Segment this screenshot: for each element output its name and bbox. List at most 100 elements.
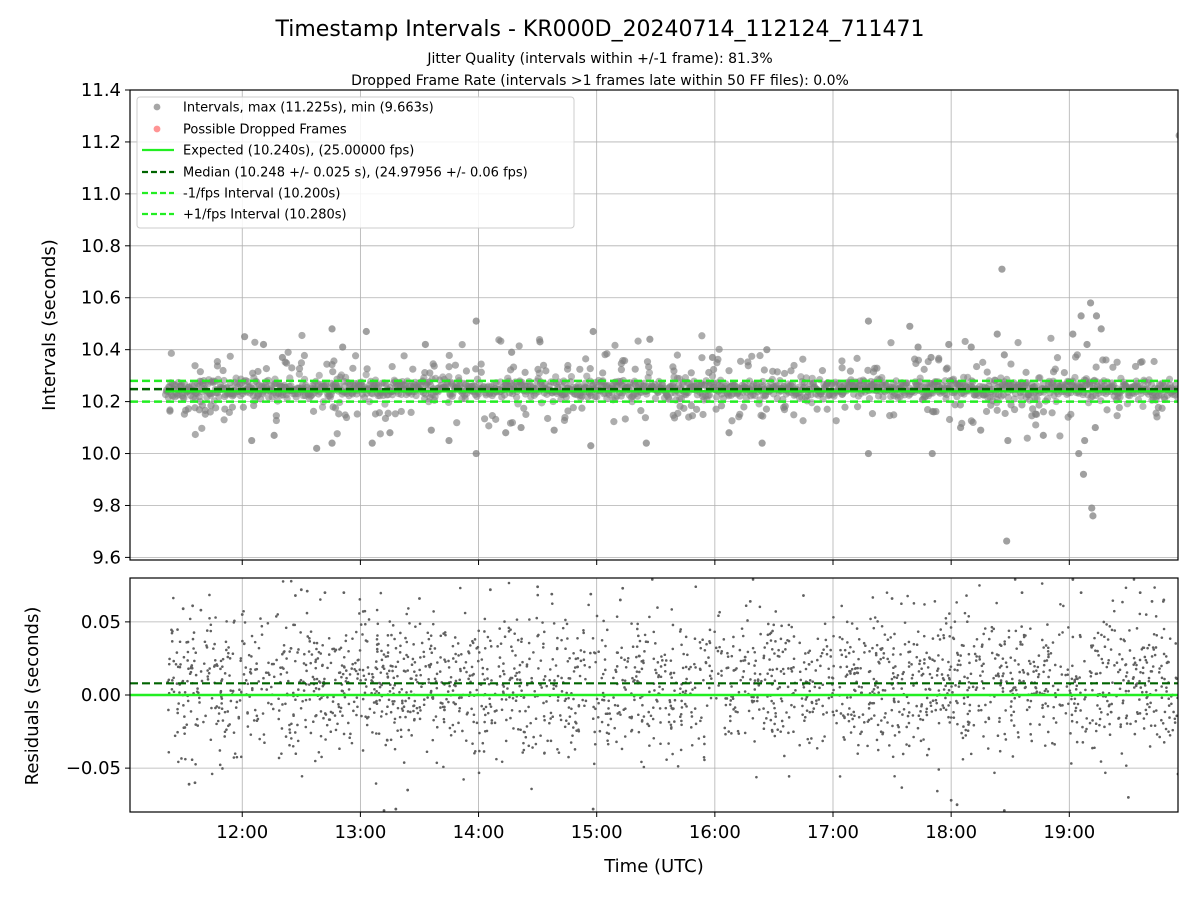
residual-point	[607, 699, 611, 703]
residual-point	[919, 710, 922, 713]
legend-box	[136, 96, 575, 229]
residual-point	[514, 699, 518, 702]
residual-point	[846, 713, 850, 716]
residual-point	[906, 594, 909, 598]
residual-point	[508, 695, 511, 699]
residual-point	[665, 758, 668, 761]
residual-point	[1003, 642, 1007, 646]
residual-point	[1074, 688, 1078, 691]
residual-point	[386, 705, 389, 708]
residual-outlier-point	[550, 592, 554, 596]
intervals-y-tick-label: 10.0	[81, 444, 121, 465]
residual-point	[434, 680, 438, 683]
interval-point	[1067, 410, 1075, 418]
residual-point	[727, 730, 731, 733]
residual-point	[671, 647, 675, 651]
residual-point	[931, 658, 934, 662]
residual-outlier-point	[802, 594, 805, 597]
residual-point	[398, 651, 402, 654]
interval-point	[1103, 406, 1111, 414]
residual-point	[435, 725, 439, 729]
residual-point	[948, 612, 951, 615]
residual-point	[600, 720, 604, 724]
residual-point	[850, 667, 854, 671]
residual-point	[867, 670, 871, 674]
residual-point	[588, 665, 591, 669]
residual-point	[1151, 665, 1155, 668]
residual-point	[288, 650, 292, 653]
residual-point	[1150, 655, 1154, 658]
residual-point	[707, 686, 711, 690]
residual-point	[375, 690, 378, 693]
interval-outlier-point	[1000, 351, 1008, 359]
residual-point	[371, 675, 375, 679]
residual-point	[856, 752, 860, 755]
residual-point	[871, 646, 874, 650]
residual-point	[1073, 702, 1076, 705]
residual-point	[753, 740, 756, 743]
residual-point	[225, 648, 228, 652]
residual-point	[1116, 670, 1120, 674]
residual-point	[672, 671, 676, 675]
residual-point	[365, 685, 368, 688]
residual-point	[219, 667, 222, 671]
residual-point	[563, 725, 567, 729]
legend-entry-label: Median (10.248 +/- 0.025 s), (24.97956 +…	[183, 166, 528, 181]
interval-outlier-point	[642, 439, 650, 447]
residual-point	[651, 578, 654, 581]
residual-point	[897, 730, 901, 734]
interval-point	[342, 413, 351, 422]
residual-point	[280, 727, 284, 730]
residual-point	[640, 720, 644, 723]
residual-point	[305, 611, 309, 615]
residual-point	[733, 706, 737, 709]
interval-outlier-point	[339, 343, 347, 351]
interval-point	[1035, 401, 1043, 409]
interval-point	[651, 394, 660, 402]
residual-point	[808, 679, 812, 682]
residual-point	[396, 660, 400, 664]
residual-point	[1125, 671, 1129, 674]
residual-point	[778, 685, 782, 689]
residual-point	[930, 676, 934, 680]
interval-point	[562, 393, 570, 401]
residual-point	[205, 646, 209, 649]
residual-point	[511, 696, 515, 700]
residual-point	[803, 715, 807, 719]
residual-point	[907, 661, 911, 664]
residual-point	[1024, 634, 1027, 637]
residual-outlier-point	[187, 782, 191, 786]
interval-point	[790, 361, 798, 370]
residual-point	[1133, 661, 1137, 664]
residual-point	[334, 648, 338, 652]
interval-point	[945, 415, 954, 424]
residual-point	[608, 712, 612, 715]
residual-point	[206, 675, 210, 678]
residual-point	[900, 677, 904, 681]
residual-point	[597, 701, 600, 705]
residual-point	[387, 698, 391, 702]
residual-point	[966, 688, 969, 692]
residual-point	[937, 689, 941, 692]
residual-point	[424, 665, 427, 668]
residual-point	[829, 655, 833, 658]
interval-point	[477, 360, 485, 368]
residual-point	[1004, 738, 1008, 741]
residual-point	[520, 637, 523, 641]
residual-point	[1113, 664, 1116, 667]
residual-point	[384, 655, 388, 658]
residual-point	[1121, 701, 1125, 705]
residual-point	[1168, 716, 1171, 719]
residual-point	[902, 707, 906, 711]
residual-point	[998, 716, 1001, 720]
interval-point	[725, 367, 733, 375]
residual-point	[375, 637, 379, 641]
residual-point	[375, 699, 378, 703]
residual-point	[1094, 729, 1098, 733]
residual-point	[1135, 663, 1138, 667]
residual-point	[480, 658, 484, 661]
residual-point	[743, 731, 747, 735]
residual-point	[962, 702, 966, 705]
residual-point	[401, 701, 404, 705]
residual-point	[682, 652, 685, 656]
